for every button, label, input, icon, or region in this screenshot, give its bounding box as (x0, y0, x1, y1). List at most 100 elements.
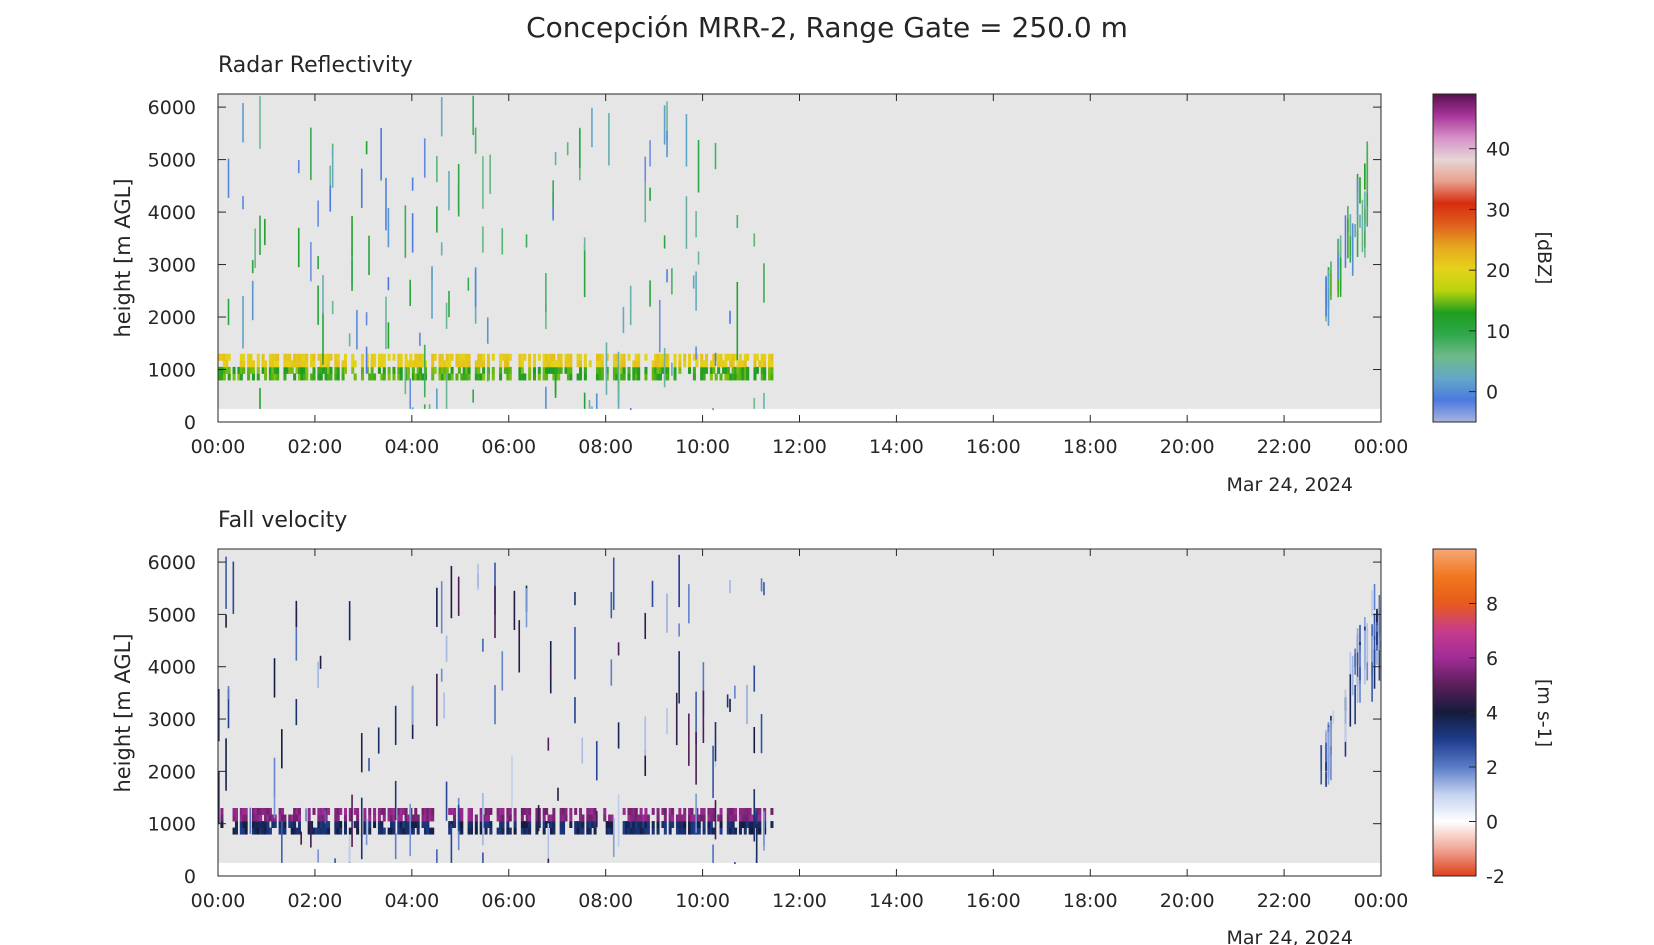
heatmap-cell (579, 827, 583, 835)
heatmap-cell (501, 827, 505, 835)
heatmap-cell (576, 360, 580, 368)
heatmap-cell (479, 814, 483, 822)
heatmap-cell (712, 844, 714, 863)
heatmap-cell (251, 373, 255, 381)
heatmap-cell (450, 823, 453, 863)
heatmap-cell (440, 353, 444, 361)
heatmap-cell (1330, 720, 1332, 747)
heatmap-cell (668, 827, 672, 835)
heatmap-cell (234, 827, 238, 835)
heatmap-cells (218, 554, 1381, 865)
heatmap-cell (482, 156, 484, 209)
heatmap-cell (273, 757, 276, 797)
heatmap-cell (598, 366, 602, 374)
heatmap-cell (729, 580, 731, 594)
heatmap-cell (644, 821, 648, 829)
heatmap-cell (688, 584, 690, 624)
heatmap-cell (499, 366, 503, 374)
heatmap-cell (569, 373, 573, 381)
heatmap-cell (1376, 631, 1378, 645)
heatmap-cell (392, 821, 396, 829)
heatmap-cell (714, 800, 717, 840)
heatmap-cell (457, 360, 461, 368)
heatmap-cell (627, 807, 631, 815)
heatmap-cell (751, 814, 755, 822)
heatmap-cell (688, 713, 690, 766)
fall-velocity-y-axis-label: height [m AGL] (111, 633, 135, 792)
heatmap-cell (273, 360, 277, 368)
heatmap-cell (310, 353, 314, 361)
heatmap-cell (663, 105, 666, 145)
heatmap-cell (608, 821, 612, 829)
heatmap-cell (579, 128, 581, 168)
heatmap-cell (394, 780, 397, 821)
heatmap-cell (593, 821, 597, 829)
heatmap-cell (714, 373, 718, 381)
heatmap-cell (736, 214, 739, 229)
heatmap-cell (317, 200, 319, 227)
heatmap-cell (537, 366, 541, 374)
heatmap-cell (426, 814, 430, 822)
heatmap-cell (310, 127, 312, 181)
reflectivity-panel: Radar Reflectivity height [m AGL] Mar 24… (111, 53, 1555, 496)
heatmap-cell (678, 360, 682, 368)
heatmap-cell (327, 827, 331, 835)
heatmap-cell (595, 811, 598, 825)
heatmap-cell (1356, 191, 1359, 219)
heatmap-cell (583, 366, 587, 374)
heatmap-cell (583, 360, 587, 368)
y-tick-label: 4000 (148, 657, 196, 679)
heatmap-cell (334, 353, 338, 361)
heatmap-cell (690, 821, 694, 829)
heatmap-cell (293, 353, 297, 361)
heatmap-cell (380, 360, 384, 368)
heatmap-cell (356, 821, 360, 829)
heatmap-cell (770, 373, 774, 381)
heatmap-cell (627, 353, 631, 361)
heatmap-cell (542, 821, 546, 829)
heatmap-cell (642, 827, 646, 835)
heatmap-cell (520, 821, 524, 829)
heatmap-cell (1356, 676, 1359, 703)
heatmap-cell (465, 360, 469, 368)
heatmap-cell (285, 360, 289, 368)
heatmap-cell (489, 827, 493, 835)
heatmap-cell (1339, 257, 1342, 297)
heatmap-cell (256, 360, 260, 368)
heatmap-cell (656, 353, 660, 361)
heatmap-cell (760, 353, 764, 361)
heatmap-cell (280, 729, 283, 769)
heatmap-cell (423, 821, 427, 829)
heatmap-cell (336, 814, 340, 822)
heatmap-cell (268, 827, 272, 835)
heatmap-cell (293, 373, 297, 381)
heatmap-cell (741, 373, 745, 381)
heatmap-cell (760, 366, 764, 374)
heatmap-cell (734, 353, 738, 361)
heatmap-cell (605, 821, 609, 829)
heatmap-cell (443, 692, 445, 719)
heatmap-cell (525, 807, 529, 815)
heatmap-cell (755, 353, 759, 361)
heatmap-cell (697, 827, 701, 835)
heatmap-cell (399, 353, 403, 361)
heatmap-cell (428, 807, 432, 815)
heatmap-cell (695, 360, 699, 368)
heatmap-cell (455, 353, 459, 361)
heatmap-cell (295, 827, 299, 835)
heatmap-cell (668, 807, 672, 815)
heatmap-cell (474, 366, 478, 374)
heatmap-cell (474, 267, 477, 307)
y-tick-label: 3000 (148, 255, 196, 277)
heatmap-cell (482, 366, 486, 374)
colorbar-tick-label: 10 (1486, 321, 1510, 343)
heatmap-cell (416, 814, 420, 822)
heatmap-cell (753, 366, 757, 374)
heatmap-cell (564, 814, 568, 822)
heatmap-cell (227, 158, 230, 198)
heatmap-cell (528, 814, 532, 822)
heatmap-cell (254, 228, 256, 268)
heatmap-cell (508, 353, 512, 361)
heatmap-cell (448, 821, 452, 829)
heatmap-cell (564, 360, 568, 368)
